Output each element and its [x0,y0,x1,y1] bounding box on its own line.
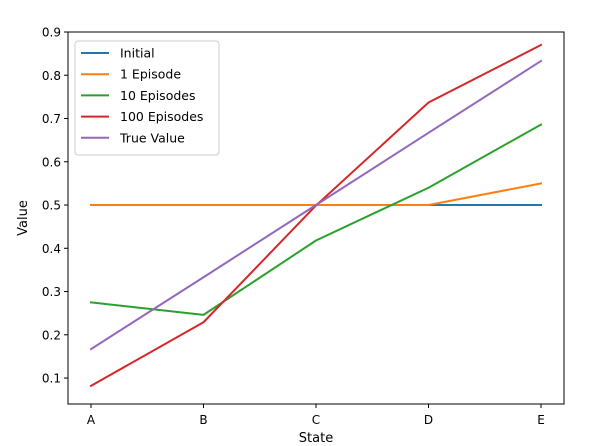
series-line-4 [89,59,543,351]
legend-box [74,40,220,156]
x-axis-label: State [299,431,333,446]
y-tick-label: 0.5 [42,199,61,213]
legend-label-0: Initial [120,46,155,61]
y-tick-label: 0.9 [42,26,61,40]
x-tick-label: E [537,413,545,427]
x-tick-label: C [312,413,320,427]
x-tick-label: A [87,413,96,427]
x-tick-label: D [424,413,433,427]
y-tick-label: 0.7 [42,112,61,126]
y-tick-label: 0.8 [42,69,61,83]
legend-label-2: 10 Episodes [120,88,195,103]
legend-label-3: 100 Episodes [120,109,203,124]
legend-label-4: True Value [119,130,185,145]
axes-layer: A B C D E 0.1 0.2 0.3 0.4 0.5 0.6 0.7 0.8 0.9 [42,26,565,427]
y-tick-label: 0.3 [42,285,61,299]
x-tick-label: B [199,413,207,427]
series-layer [89,43,543,388]
legend: Initial 1 Episode 10 Episodes 100 Episodes T… [74,40,220,156]
y-tick-label: 0.6 [42,155,61,169]
legend-label-1: 1 Episode [120,67,181,82]
y-tick-label: 0.1 [42,372,61,386]
series-line-2 [89,123,543,316]
y-axis-label: Value [16,200,31,236]
y-tick-label: 0.4 [42,242,61,256]
y-tick-label: 0.2 [42,328,61,342]
